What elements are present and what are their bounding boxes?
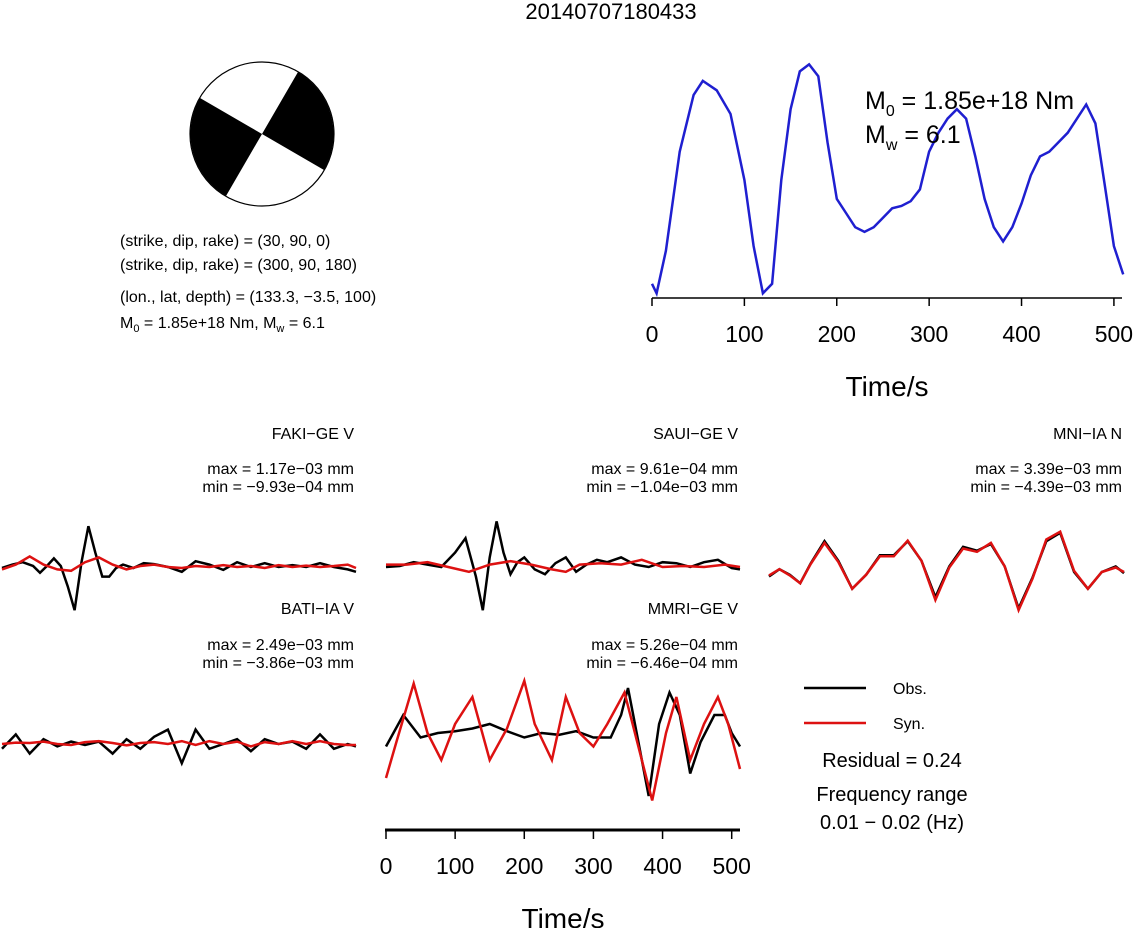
- trace-min-label: min = −4.39e−03 mm: [970, 479, 1122, 496]
- synthetic-trace: [1, 554, 357, 573]
- beachball: [189, 61, 335, 207]
- synthetic-trace: [384, 676, 742, 801]
- bottom-tick-label: 500: [713, 853, 751, 879]
- residual-label: Residual = 0.24: [822, 750, 962, 772]
- trace-max-label: max = 9.61e−04 mm: [591, 461, 738, 478]
- nodal-plane-2: (strike, dip, rake) = (300, 90, 180): [120, 257, 357, 274]
- stf-tick-label: 100: [725, 321, 763, 347]
- observed-trace: [385, 521, 741, 611]
- station-label: BATI−IA V: [281, 601, 354, 618]
- legend-syn-label: Syn.: [893, 716, 925, 733]
- frequency-range-value: 0.01 − 0.02 (Hz): [820, 812, 964, 834]
- event-location: (lon., lat, depth) = (133.3, −3.5, 100): [120, 289, 376, 306]
- station-label: FAKI−GE V: [272, 426, 355, 443]
- observed-trace: [1, 727, 357, 767]
- stf-ticks: 0 100 200 300 400 500: [646, 298, 1133, 347]
- stf-tick-label: 0: [646, 321, 659, 347]
- station-label: MNI−IA N: [1053, 426, 1122, 443]
- beachball-quadrant-1: [262, 72, 334, 170]
- synthetic-trace: [386, 558, 741, 574]
- bottom-tick-label: 100: [436, 853, 474, 879]
- synthetic-trace: [1, 739, 356, 748]
- nodal-plane-1: (strike, dip, rake) = (30, 90, 0): [120, 233, 330, 250]
- trace-min-label: min = −9.93e−04 mm: [202, 479, 354, 496]
- stf-moment-label: M0 = 1.85e+18 Nm: [865, 87, 1074, 120]
- bottom-tick-label: 300: [574, 853, 612, 879]
- bottom-tick-label: 200: [505, 853, 543, 879]
- beachball-quadrant-2: [190, 98, 262, 196]
- trace-max-label: max = 3.39e−03 mm: [975, 461, 1122, 478]
- trace-max-label: max = 1.17e−03 mm: [207, 461, 354, 478]
- frequency-range-title: Frequency range: [816, 784, 967, 806]
- trace-max-label: max = 2.49e−03 mm: [207, 637, 354, 654]
- stf-line: [650, 62, 1125, 298]
- stf-plot: 0 100 200 300 400 500 M0 = 1.85e+18 Nm Mw = 6…: [646, 62, 1133, 402]
- stf-tick-label: 300: [910, 321, 948, 347]
- observed-trace: [384, 687, 742, 797]
- trace-max-label: max = 5.26e−04 mm: [591, 637, 738, 654]
- stf-xlabel: Time/s: [846, 371, 929, 402]
- station-label: SAUI−GE V: [653, 426, 738, 443]
- legend: Obs. Syn. Residual = 0.24 Frequency rang…: [804, 681, 968, 834]
- stf-magnitude-label: Mw = 6.1: [865, 121, 961, 154]
- trace-min-label: min = −1.04e−03 mm: [586, 479, 738, 496]
- station-label: MMRI−GE V: [648, 601, 739, 618]
- legend-obs-label: Obs.: [893, 681, 927, 698]
- trace-min-label: min = −3.86e−03 mm: [202, 655, 354, 672]
- bottom-tick-label: 0: [380, 853, 393, 879]
- moment-summary: M0 = 1.85e+18 Nm, Mw = 6.1: [120, 315, 325, 335]
- stf-tick-label: 200: [818, 321, 856, 347]
- bottom-time-axis: 0 100 200 300 400 500: [380, 828, 751, 879]
- stf-tick-label: 400: [1002, 321, 1040, 347]
- trace-min-label: min = −6.46e−04 mm: [586, 655, 738, 672]
- stf-tick-label: 500: [1095, 321, 1133, 347]
- figure-title: 20140707180433: [525, 0, 696, 24]
- bottom-tick-label: 400: [643, 853, 681, 879]
- bottom-xlabel: Time/s: [522, 903, 605, 928]
- synthetic-trace: [768, 529, 1125, 614]
